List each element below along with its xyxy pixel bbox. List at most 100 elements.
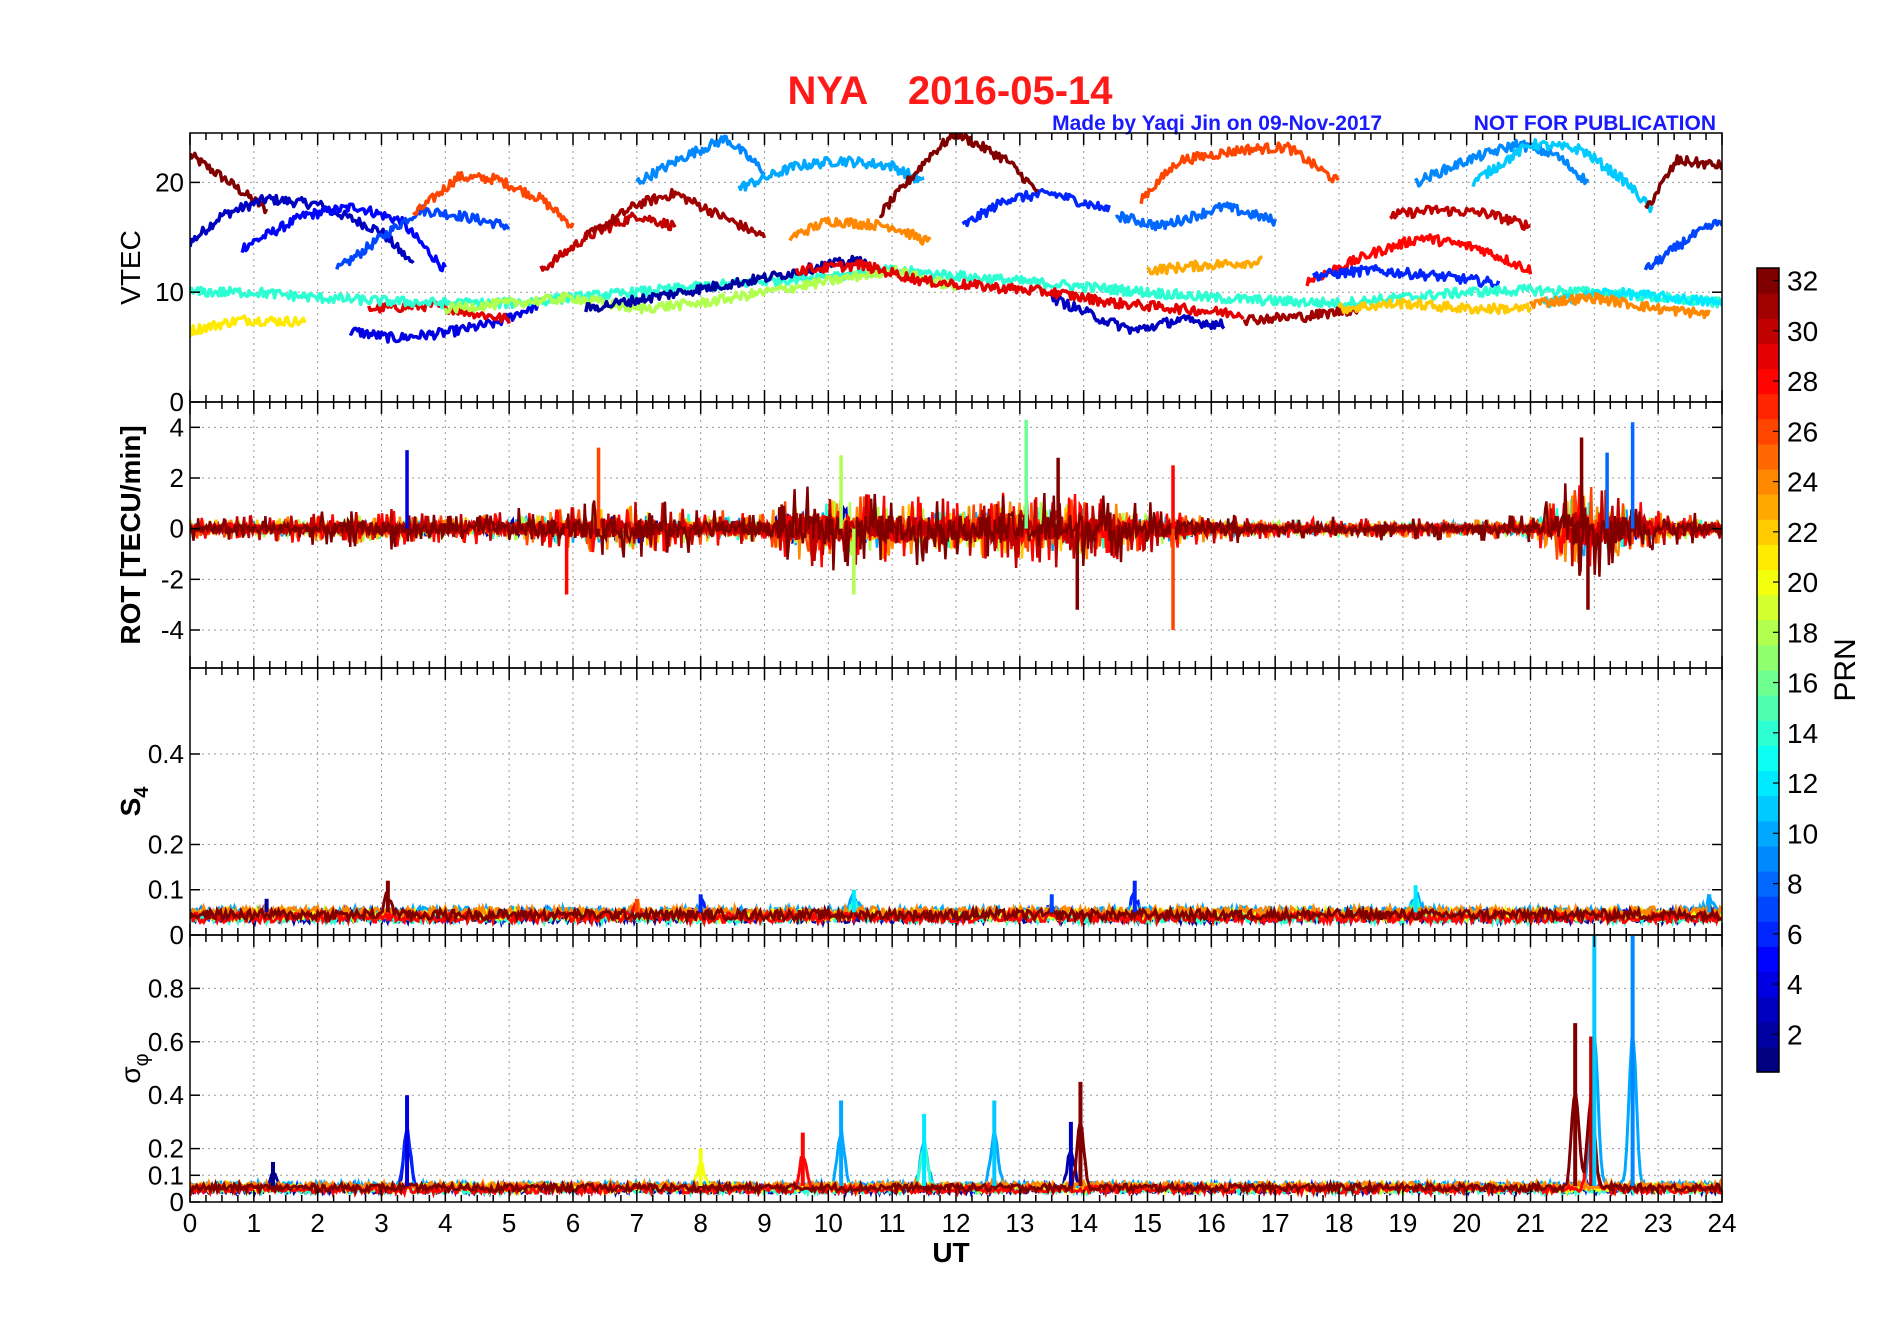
colorbar-step	[1757, 795, 1779, 822]
sigma_phi-series-prn-28	[190, 1096, 1722, 1199]
xticks-sigma_phi	[189, 935, 1723, 1202]
colorbar-step	[1757, 996, 1779, 1023]
x-tick-label: 22	[1580, 1208, 1609, 1238]
colorbar-step	[1757, 293, 1779, 319]
vtec-series-prn-29	[794, 258, 1245, 321]
x-tick-label: 1	[247, 1208, 261, 1238]
colorbar-step	[1757, 268, 1779, 294]
colorbar-step	[1757, 1046, 1779, 1073]
grid-s4	[190, 668, 1722, 935]
colorbar-step	[1757, 695, 1779, 721]
colorbar-frame	[1756, 267, 1780, 1073]
x-tick-label: 3	[374, 1208, 388, 1238]
xticks-rot	[189, 402, 1723, 668]
colorbar-step	[1757, 519, 1779, 545]
y-tick-label-vtec: 10	[155, 277, 184, 307]
y-axis-label-sigma_phi: σφ	[115, 1053, 153, 1083]
colorbar-step	[1757, 896, 1779, 922]
vtec-series-prn-8	[1115, 201, 1277, 232]
x-tick-label: 21	[1516, 1208, 1545, 1238]
colorbar-tick-label: 14	[1787, 718, 1818, 749]
panel-rot: -4 -2 0 2 4 ROT [TECU/min]	[115, 401, 1723, 669]
colorbar-step	[1757, 644, 1779, 671]
data-s4	[190, 880, 1722, 929]
x-tick-label: 11	[879, 1208, 906, 1238]
colorbar-step	[1757, 871, 1779, 897]
colorbar-tick-label: 6	[1787, 919, 1803, 950]
vtec-series-prn-32	[1644, 154, 1722, 209]
x-tick-label: 20	[1452, 1208, 1481, 1238]
vtec-series-prn-30	[1389, 204, 1531, 231]
x-tick-label: 6	[566, 1208, 580, 1238]
station-name: NYA	[787, 69, 867, 113]
vtec-series-prn-9	[635, 134, 766, 185]
y-tick-label-s4: 0.1	[148, 875, 184, 905]
panel-sigma_phi: 00.10.2 0.4 0.6 0.8 σφ	[115, 934, 1723, 1217]
vtec-series-prn-6	[1311, 264, 1501, 288]
x-tick-label: 19	[1388, 1208, 1417, 1238]
x-tick-label: 23	[1644, 1208, 1673, 1238]
colorbar-step	[1757, 1021, 1779, 1048]
vtec-series-prn-10	[737, 155, 925, 192]
y-axis-label-rot: ROT [TECU/min]	[115, 425, 146, 644]
colorbar-step	[1757, 820, 1779, 847]
colorbar-step	[1757, 443, 1779, 470]
colorbar-step	[1757, 544, 1779, 571]
y-tick-label-sigma_phi: 0.2	[148, 1134, 184, 1164]
colorbar-tick-label: 24	[1787, 467, 1818, 498]
grid-sigma_phi	[190, 935, 1722, 1202]
colorbar-tick-label: 8	[1787, 869, 1803, 900]
y-tick-label-sigma_phi: 0	[170, 1187, 184, 1217]
x-tick-label: 9	[757, 1208, 771, 1238]
xticks-s4	[189, 668, 1723, 935]
colorbar-tick-label: 32	[1787, 266, 1818, 297]
y-tick-label-rot: 0	[170, 514, 184, 544]
colorbar-tick-label: 28	[1787, 366, 1818, 397]
vtec-series-prn-31	[1242, 305, 1360, 327]
vtec-series-prn-7	[335, 204, 511, 270]
colorbar-label: PRN	[1829, 638, 1862, 701]
vtec-series-prn-24	[1528, 291, 1711, 320]
x-tick-label: 8	[693, 1208, 707, 1238]
vtec-series-prn-3	[190, 193, 415, 265]
colorbar-step	[1757, 770, 1779, 797]
y-tick-label-rot: -2	[161, 564, 184, 594]
colorbar-step	[1757, 946, 1779, 973]
colorbar-step	[1757, 670, 1779, 696]
vtec-series-prn-14	[190, 264, 1722, 310]
s4-series-prn-32	[190, 891, 1722, 926]
vtec-series-prn-11	[1471, 138, 1654, 214]
colorbar-tick-label: 16	[1787, 668, 1818, 699]
colorbar-step	[1757, 318, 1779, 344]
colorbar-step	[1757, 343, 1779, 370]
colorbar-tick-label: 26	[1787, 416, 1818, 447]
vtec-series-prn-21	[190, 314, 307, 337]
colorbar-tick-label: 30	[1787, 316, 1818, 347]
colorbar-step	[1757, 971, 1779, 998]
vtec-series-prn-26	[412, 170, 575, 229]
publication-notice: NOT FOR PUBLICATION	[1474, 112, 1716, 135]
y-tick-label-sigma_phi: 0.6	[148, 1027, 184, 1057]
y-tick-label-vtec: 20	[155, 167, 184, 197]
x-tick-label: 13	[1005, 1208, 1034, 1238]
x-tick-label: 12	[942, 1208, 971, 1238]
y-axis-label-s4: S4	[115, 786, 153, 817]
x-tick-label: 16	[1197, 1208, 1226, 1238]
vtec-series-prn-6	[961, 187, 1111, 228]
vtec-series-prn-23	[1146, 255, 1263, 276]
s4-series-prn-28	[190, 902, 1722, 928]
colorbar-step	[1757, 418, 1779, 445]
data-sigma_phi	[190, 935, 1722, 1199]
colorbar-tick-label: 18	[1787, 617, 1818, 648]
y-tick-label-sigma_phi: 0.8	[148, 973, 184, 1003]
figure-title: NYA 2016-05-14	[787, 69, 1113, 113]
colorbar-step	[1757, 845, 1779, 872]
x-axis-label: UT	[932, 1237, 969, 1268]
x-tick-label: 4	[438, 1208, 452, 1238]
x-tick-label: 7	[630, 1208, 644, 1238]
y-tick-label-s4: 0.2	[148, 829, 184, 859]
x-tick-label: 2	[310, 1208, 324, 1238]
